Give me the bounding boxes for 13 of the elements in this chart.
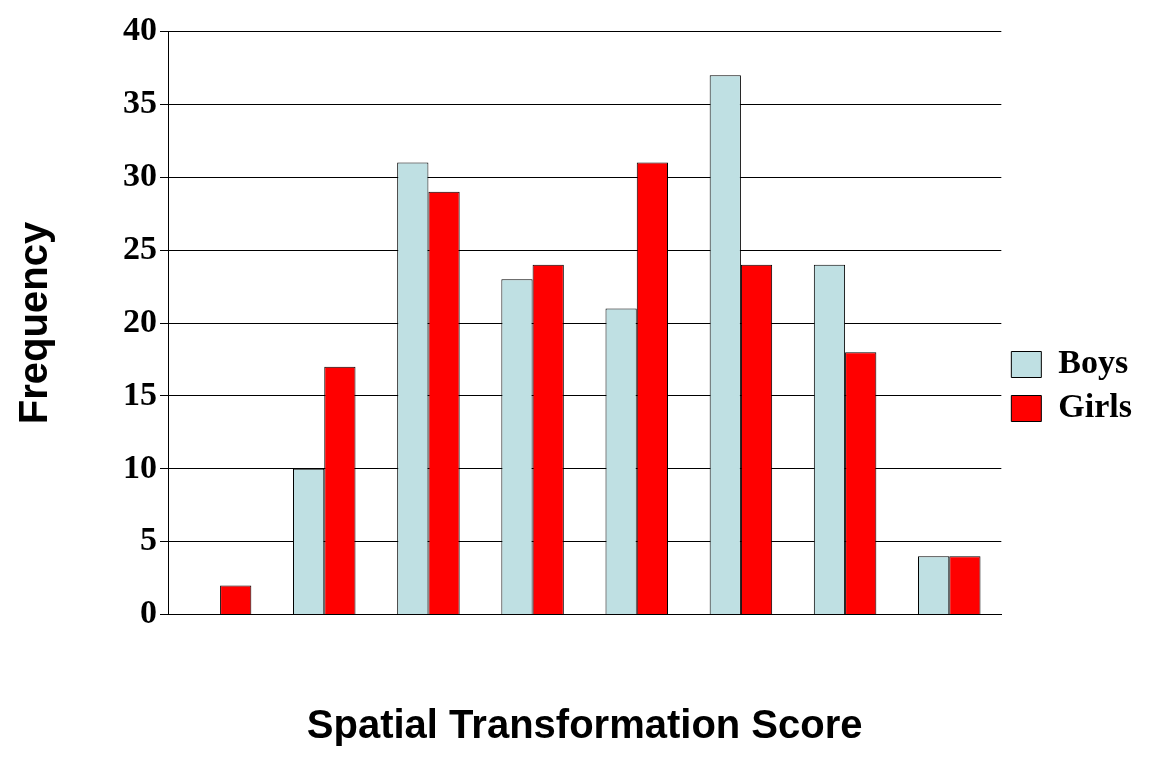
legend-label: Boys <box>1058 343 1129 381</box>
x-axis-title: Spatial Transformation Score <box>306 702 863 747</box>
y-tick-label: 35 <box>123 83 157 121</box>
legend-label: Girls <box>1058 387 1133 425</box>
y-tick-label: 25 <box>123 228 157 266</box>
y-tick-label: 5 <box>140 520 157 558</box>
y-tick-label: 40 <box>123 10 157 48</box>
y-tick-label: 15 <box>123 374 157 412</box>
y-tick-label: 0 <box>140 593 157 631</box>
y-tick-label: 30 <box>123 155 157 193</box>
y-tick-label: 20 <box>123 301 157 339</box>
y-tick-label: 10 <box>123 447 157 485</box>
y-axis-title: Frequency <box>11 221 56 425</box>
